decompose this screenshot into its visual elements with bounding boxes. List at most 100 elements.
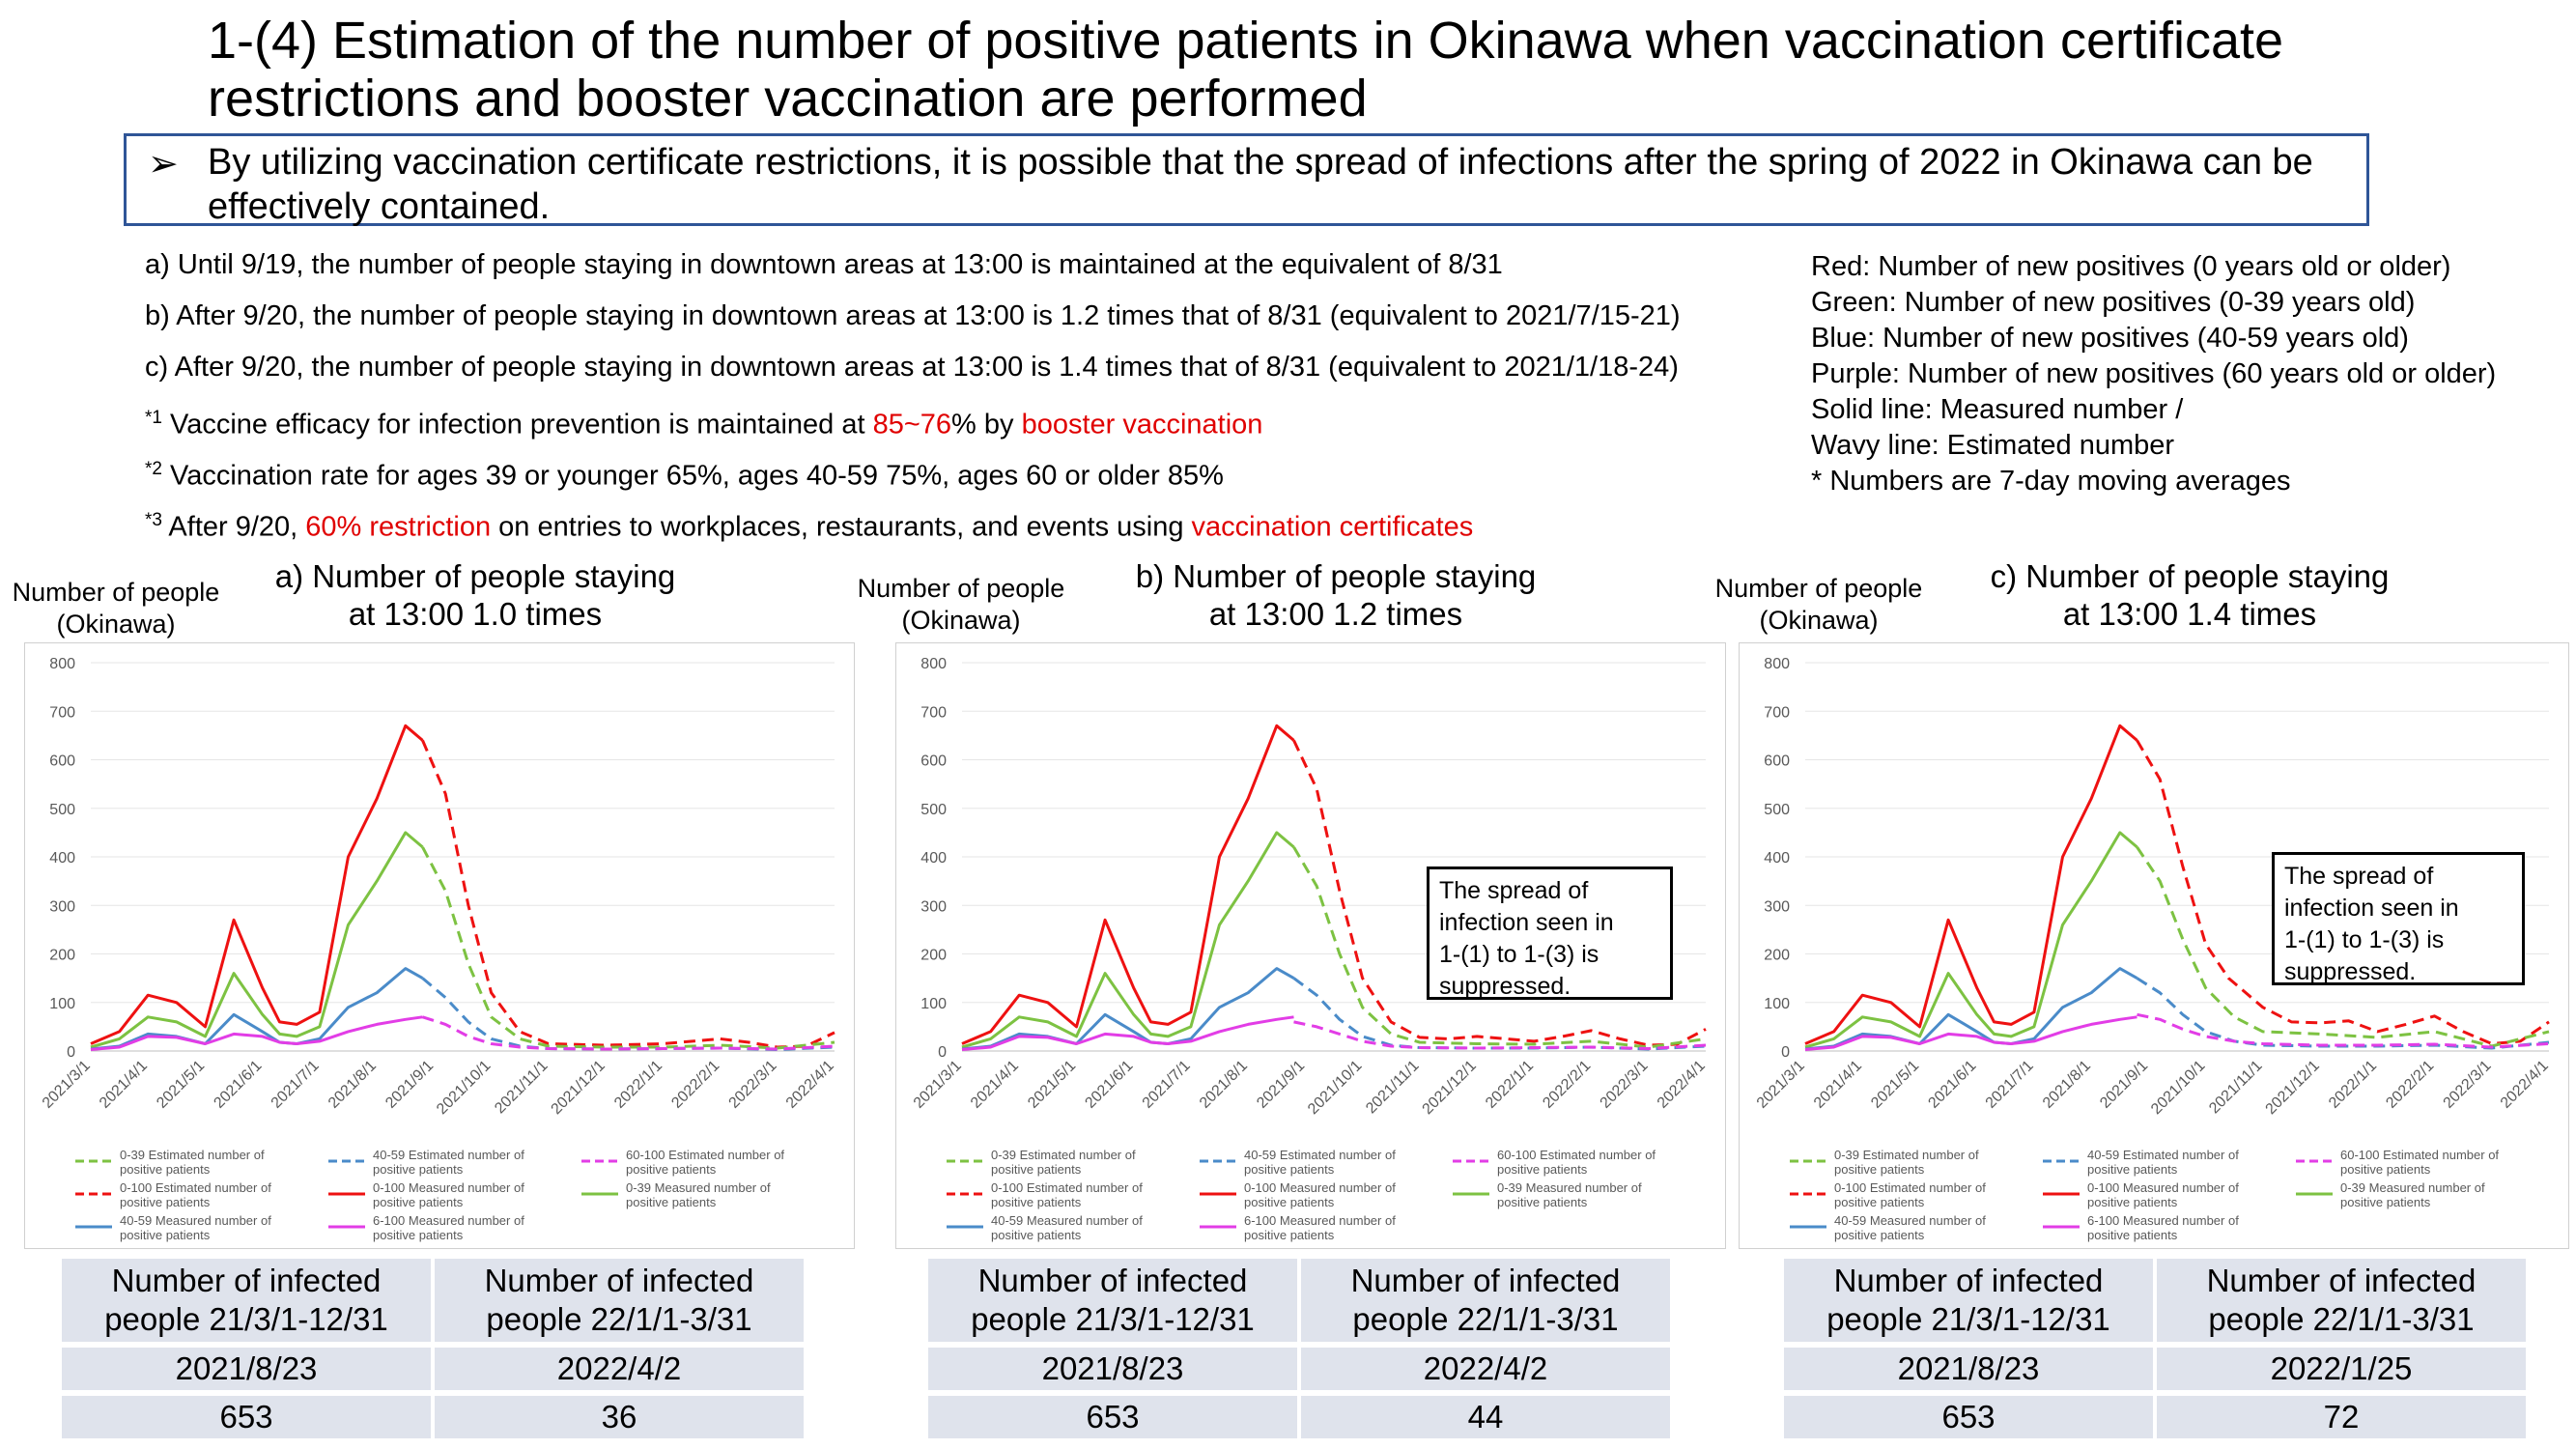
x-tick-label: 2021/12/1 <box>549 1058 609 1118</box>
x-tick-label: 2021/12/1 <box>2263 1058 2323 1118</box>
x-tick-label: 2022/3/1 <box>1598 1058 1652 1112</box>
note-3: *3 After 9/20, 60% restriction on entrie… <box>145 504 1473 544</box>
table-b-value-2: 44 <box>1301 1396 1670 1438</box>
summary-box: ➢ By utilizing vaccination certificate r… <box>124 133 2369 227</box>
note-2-text: Vaccination rate for ages 39 or younger … <box>161 460 1224 492</box>
table-a-value-2: 36 <box>435 1396 804 1438</box>
legend-label: 40-59 Measured number of positive patient… <box>1834 1213 1986 1242</box>
legend-label: 0-100 Estimated number of positive patien… <box>991 1180 1143 1209</box>
x-tick-label: 2021/8/1 <box>1197 1058 1251 1112</box>
color-legend-notes: Red: Number of new positives (0 years ol… <box>1811 249 2496 499</box>
y-tick-label: 200 <box>920 948 947 964</box>
x-tick-label: 2022/4/1 <box>783 1058 837 1112</box>
note-3-red-b: vaccination certificates <box>1191 511 1474 543</box>
legend-label: 0-39 Measured number of positive patients <box>1497 1180 1642 1209</box>
legend-label: 0-39 Estimated number of positive patient… <box>1834 1148 1979 1177</box>
note-3-text-a: After 9/20, <box>161 511 306 543</box>
x-tick-label: 2021/6/1 <box>211 1058 265 1112</box>
series-line <box>1804 724 2138 1045</box>
x-tick-label: 2021/11/1 <box>492 1058 552 1118</box>
legend-label: 0-100 Estimated number of positive patien… <box>1834 1180 1986 1209</box>
panel-c-title: c) Number of people staying at 13:00 1.4… <box>1990 558 2390 632</box>
series-line <box>1804 831 2138 1049</box>
legend-note-line: Purple: Number of new positives (60 year… <box>1811 358 2497 389</box>
x-tick-label: 2022/2/1 <box>2383 1058 2437 1112</box>
table-b-value-1: 653 <box>928 1396 1297 1438</box>
series-line <box>422 1015 835 1051</box>
x-tick-label: 2021/10/1 <box>434 1058 494 1118</box>
table-b-date-1: 2021/8/23 <box>928 1348 1297 1390</box>
note-1-mark: *1 <box>145 408 162 428</box>
x-tick-label: 2021/10/1 <box>1305 1058 1365 1118</box>
series-line <box>2137 1012 2550 1049</box>
y-tick-label: 200 <box>1764 948 1790 964</box>
table-b-date-2: 2022/4/2 <box>1301 1348 1670 1390</box>
x-tick-label: 2022/1/1 <box>611 1058 665 1112</box>
note-3-mark: *3 <box>145 510 162 530</box>
note-2-mark: *2 <box>145 459 162 479</box>
panel-a-title: a) Number of people staying at 13:00 1.0… <box>274 558 676 632</box>
y-tick-label: 100 <box>920 996 947 1012</box>
legend-label: 60-100 Estimated number of positive patie… <box>2340 1148 2499 1177</box>
panel-a-ylabel: Number of people (Okinawa) <box>12 578 220 639</box>
y-tick-label: 0 <box>67 1044 75 1061</box>
legend-note-line: Green: Number of new positives (0-39 yea… <box>1811 287 2416 318</box>
legend-label: 0-39 Estimated number of positive patient… <box>991 1148 1136 1177</box>
x-tick-label: 2021/3/1 <box>1754 1058 1808 1112</box>
y-tick-label: 600 <box>920 753 947 770</box>
series-line <box>961 831 1295 1049</box>
x-tick-label: 2021/5/1 <box>154 1058 208 1112</box>
y-tick-label: 800 <box>49 656 75 672</box>
y-tick-label: 300 <box>49 898 75 915</box>
table-a-date-2: 2022/4/2 <box>435 1348 804 1390</box>
legend-label: 6-100 Measured number of positive patient… <box>373 1213 524 1242</box>
note-3-text-b: on entries to workplaces, restaurants, a… <box>491 511 1192 543</box>
y-tick-label: 300 <box>920 898 947 915</box>
x-tick-label: 2021/4/1 <box>1811 1058 1865 1112</box>
series-line <box>90 1015 423 1051</box>
legend-note-line: Solid line: Measured number / <box>1811 394 2184 425</box>
legend-label: 0-100 Measured number of positive patient… <box>373 1180 524 1209</box>
table-c-header-2: Number of infected people 22/1/1-3/31 <box>2157 1259 2526 1342</box>
table-c-date-2: 2022/1/25 <box>2157 1348 2526 1390</box>
legend-label: 40-59 Estimated number of positive patien… <box>1244 1148 1396 1177</box>
y-tick-label: 800 <box>920 656 947 672</box>
x-tick-label: 2021/9/1 <box>1254 1058 1308 1112</box>
table-c: Number of infected people 21/3/1-12/31 Nu… <box>1780 1253 2530 1444</box>
chart-svg: 0 100 200 300 400 500 600 700 800 2021/3/1 2021/4/… <box>40 656 837 1242</box>
series-line <box>2136 977 2550 1050</box>
panel-c-callout: The spread of infection seen in 1-(1) to… <box>2272 852 2525 985</box>
x-tick-label: 2021/6/1 <box>1925 1058 1979 1112</box>
legend-label: 6-100 Measured number of positive patient… <box>1244 1213 1396 1242</box>
series-line <box>90 967 424 1051</box>
x-tick-label: 2021/9/1 <box>2097 1058 2151 1112</box>
table-a-date-1: 2021/8/23 <box>62 1348 431 1390</box>
table-b-header-2: Number of infected people 22/1/1-3/31 <box>1301 1259 1670 1342</box>
legend-label: 0-39 Measured number of positive patients <box>626 1180 771 1209</box>
legend-label: 60-100 Estimated number of positive patie… <box>1497 1148 1656 1177</box>
legend-label: 0-100 Measured number of positive patient… <box>2087 1180 2239 1209</box>
x-tick-label: 2021/4/1 <box>97 1058 151 1112</box>
chart-c: 0 100 200 300 400 500 600 700 800 2021/3/1 2021/4/… <box>1739 642 2569 1249</box>
x-tick-label: 2021/7/1 <box>1140 1058 1194 1112</box>
x-tick-label: 2021/11/1 <box>1363 1058 1423 1118</box>
legend-label: 0-100 Estimated number of positive patien… <box>120 1180 271 1209</box>
y-tick-label: 400 <box>49 850 75 867</box>
table-c-date-1: 2021/8/23 <box>1784 1348 2153 1390</box>
series-line <box>90 831 424 1049</box>
series-line <box>1292 846 1707 1049</box>
y-tick-label: 300 <box>1764 898 1790 915</box>
table-b: Number of infected people 21/3/1-12/31 Nu… <box>924 1253 1674 1444</box>
series-line <box>2136 739 2550 1045</box>
condition-c: c) After 9/20, the number of people stay… <box>145 352 1679 383</box>
x-tick-label: 2021/5/1 <box>1868 1058 1922 1112</box>
table-a: Number of infected people 21/3/1-12/31 Nu… <box>58 1253 807 1444</box>
y-tick-label: 800 <box>1764 656 1790 672</box>
y-tick-label: 500 <box>1764 802 1790 818</box>
series-line <box>421 977 835 1051</box>
page-title: 1-(4) Estimation of the number of positi… <box>208 12 2284 128</box>
panel-b-title: b) Number of people staying at 13:00 1.2… <box>1135 558 1537 632</box>
legend-label: 40-59 Estimated number of positive patien… <box>2087 1148 2239 1177</box>
table-a-value-1: 653 <box>62 1396 431 1438</box>
y-tick-label: 200 <box>49 948 75 964</box>
